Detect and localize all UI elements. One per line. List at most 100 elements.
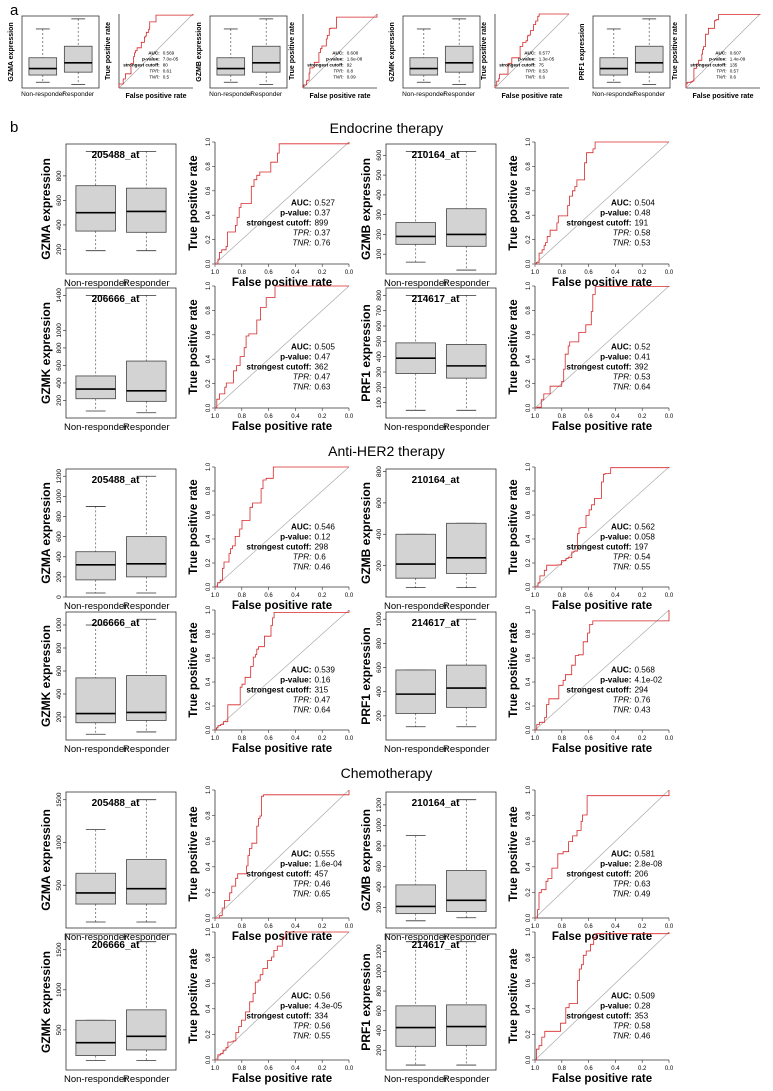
b-1-214617-at-xtick-label: 0.0 <box>665 736 674 742</box>
panel-a-prf1-responder-label: Responder <box>633 91 666 98</box>
b-2-205488-at-xlabel: False positive rate <box>232 931 332 943</box>
panel-a-letter: a <box>10 2 19 19</box>
panel-a-gzmk-stat-label: AUC: <box>524 51 536 56</box>
b-0-210164-at-stat-value: 0.58 <box>634 228 650 237</box>
b-0-205488-at-stat-value: 0.527 <box>314 198 335 207</box>
b-2-214617-at-ytick-label: 0.0 <box>526 1055 532 1064</box>
b-2-206666-at-nonresponder-label: Non-responder <box>64 1074 127 1085</box>
b-2-205488-at-stat-label: p-value: <box>280 860 311 869</box>
panel-a-gzmb-stat-value: 0.09 <box>347 75 356 80</box>
panel-a-prf1-ylabel: PRF1 expression <box>579 24 586 81</box>
b-0-210164-at-ytick-label: 600 <box>376 150 383 161</box>
b-1-210164-at-ylabel: True positive rate <box>508 479 520 574</box>
panel-a-box-prf1: Non-responder Responder PRF1 expression <box>575 12 676 102</box>
b-0-214617-at-ytick-label: 0.0 <box>526 403 532 412</box>
b-2-206666-at-xlabel: False positive rate <box>232 1073 332 1085</box>
b-2-210164-at-probe-title: 210164_at <box>412 798 460 809</box>
b-0-206666-at-stat-label: strongest cutoff: <box>246 362 311 371</box>
b-1-205488-at-roc-svg: 1.0 0.8 0.6 0.4 0.2 0.0 0.0 0.2 0.4 0.6 0.8 1.0 AUC:… <box>188 462 354 612</box>
b-1-206666-at-roc-svg: 1.0 0.8 0.6 0.4 0.2 0.0 0.0 0.2 0.4 0.6 0.8 1.0 AUC:… <box>188 605 354 755</box>
panel-a-gzmk-nonresponder-box <box>409 57 439 76</box>
b-1-210164-at-stat-value: 0.54 <box>634 552 650 561</box>
b-1-210164-at-ylabel: GZMB expression <box>359 482 373 584</box>
b-0-210164-at-ytick-label: 0.2 <box>526 235 532 244</box>
b-0-206666-at-xlabel: False positive rate <box>232 421 332 433</box>
panel-a-gzma-nonresponder-box <box>28 57 58 76</box>
b-0-214617-at-probe-title: 214617_at <box>412 294 460 305</box>
panel-a-gzmk-ylabel: True positive rate <box>481 22 488 80</box>
b-0-210164-at-roc-curve <box>535 141 669 265</box>
b-0-206666-at-stat-value: 0.505 <box>314 342 335 351</box>
b-1-205488-at-box: 0 200 400 600 800 1000 1200 Non-responder Respon… <box>39 463 182 613</box>
b-0-210164-at-ytick-label: 100 <box>376 248 383 259</box>
b-2-206666-at-stat-label: TNR: <box>292 1032 311 1041</box>
b-1-210164-at-probe-title: 210164_at <box>412 475 460 486</box>
b-0-206666-at-xtick-label: 0.4 <box>291 414 300 420</box>
b-0-206666-at-ytick-label: 0.4 <box>206 354 212 363</box>
b-0-214617-at-box-svg: 100 200 300 400 500 600 700 800 Non-responderRes… <box>359 287 497 433</box>
panel-b-letter: b <box>10 119 19 136</box>
panel-a-gzmk-stat-label: p-value: <box>518 57 536 62</box>
b-2-205488-at-box: 500 1000 1500 Non-responder Responder GZMA ex… <box>39 786 182 944</box>
b-2-214617-at-stat-label: TPR: <box>613 1022 632 1031</box>
panel-a-gzma-stat-label: p-value: <box>142 57 160 62</box>
panel-a-prf1-stat-label: TNR: <box>716 75 727 80</box>
b-1-206666-at-xtick-label: 0.6 <box>264 736 273 742</box>
panel-a-prf1-stat-label: p-value: <box>709 57 727 62</box>
b-0-206666-at-ytick-label: 1000 <box>56 323 63 338</box>
b-2-214617-at-responder-box <box>446 1004 487 1046</box>
b-2-210164-at-ytick-label: 0.8 <box>526 811 532 820</box>
b-2-214617-at-nonresponder-label: Non-responder <box>384 1074 447 1085</box>
b-1-210164-at-frame <box>385 468 497 598</box>
b-0-205488-at-nonresponder-label: Non-responder <box>64 278 127 289</box>
b-1-206666-at-stat-value: 0.47 <box>314 695 330 704</box>
b-1-205488-at-stat-label: TNR: <box>292 562 311 571</box>
b-0-214617-at-stat-label: TPR: <box>613 372 632 381</box>
b-0-206666-at-roc-curve <box>215 285 349 409</box>
panel-a-prf1-frame <box>592 15 671 89</box>
panel-a-gzmk-nonresponder-label: Non-responder <box>402 91 446 98</box>
b-0-205488-at-stat-label: p-value: <box>280 208 311 217</box>
b-1-205488-at-xtick-label: 0.8 <box>238 593 247 599</box>
b-1-206666-at-ytick-label: 800 <box>56 642 63 653</box>
b-2-206666-at-box: 500 1000 1500 Non-responder Responder GZMK ex… <box>39 928 182 1086</box>
panel-a-gzmb-stat-value: 1.6e-08 <box>347 57 363 62</box>
b-1-214617-at-stat-label: TPR: <box>613 695 632 704</box>
b-0-206666-at-ytick-label: 0.8 <box>206 306 212 315</box>
b-1-205488-at-ytick-label: 600 <box>56 531 63 542</box>
b-0-210164-at-xtick-label: 0.4 <box>611 270 620 276</box>
b-2-205488-at-frame <box>65 791 177 929</box>
b-1-214617-at-xtick-label: 0.2 <box>638 736 647 742</box>
b-2-214617-at-xtick-label: 0.0 <box>665 1066 674 1072</box>
b-0-214617-at-xtick-label: 0.4 <box>611 414 620 420</box>
b-0-205488-at-xtick-label: 0.8 <box>238 270 247 276</box>
b-0-206666-at-ytick-label: 200 <box>56 395 63 406</box>
b-0-214617-at-xtick-label: 0.6 <box>584 414 593 420</box>
b-2-210164-at-ytick-label: 600 <box>376 861 383 872</box>
panel-a-gzmk-stat-value: 75 <box>539 63 545 68</box>
panel-a-gzma-roc-curve <box>118 14 194 88</box>
panel-a-gzma-stat-value: 0.5 <box>163 75 170 80</box>
b-0-206666-at-ylabel: True positive rate <box>188 299 200 394</box>
b-1-214617-at-ytick-label: 400 <box>376 686 383 697</box>
b-2-210164-at-ytick-label: 0.0 <box>526 913 532 922</box>
b-0-210164-at-roc-svg: 1.0 0.8 0.6 0.4 0.2 0.0 0.0 0.2 0.4 0.6 0.8 1.0 AUC:… <box>508 137 674 289</box>
b-2-214617-at-xtick-label: 0.2 <box>638 1066 647 1072</box>
b-0-205488-at-ytick-label: 800 <box>56 170 63 181</box>
b-1-205488-at-responder-label: Responder <box>123 601 169 612</box>
b-2-206666-at-ytick-label: 0.4 <box>206 1004 212 1013</box>
b-0-214617-at-stat-value: 0.52 <box>634 342 650 351</box>
panel-a-gzmk-stat-value: 0.53 <box>539 69 548 74</box>
b-0-214617-at-ytick-label: 0.2 <box>526 379 532 388</box>
panel-a-gzmb-stat-value: 92 <box>347 63 353 68</box>
b-2-214617-at-stat-label: strongest cutoff: <box>566 1012 631 1021</box>
panel-a-roc-gzma: AUC: 0.569 p-value: 7.0e-05 strongest cutoff… <box>103 12 199 102</box>
b-2-214617-at-stat-value: 0.46 <box>634 1032 650 1041</box>
b-1-206666-at-ytick-label: 1.0 <box>206 605 212 614</box>
panel-a-prf1-roc-curve <box>685 14 761 88</box>
b-1-205488-at-ytick-label: 0.2 <box>206 558 212 567</box>
